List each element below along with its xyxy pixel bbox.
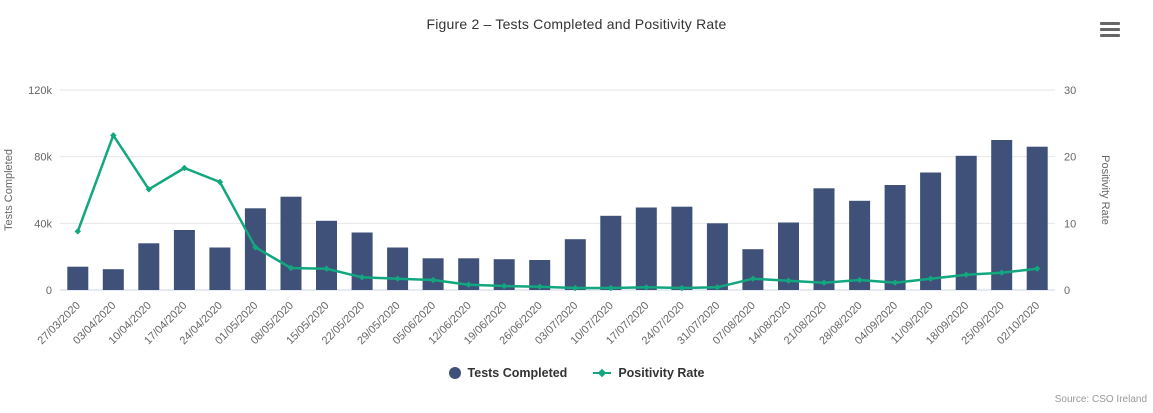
tests-completed-legend-marker-icon xyxy=(448,367,461,379)
bar-24/07/2020[interactable] xyxy=(671,206,693,290)
legend: Tests Completed Positivity Rate xyxy=(0,366,1153,380)
line-point-08/05/2020[interactable] xyxy=(287,264,295,272)
bar-12/06/2020[interactable] xyxy=(458,258,480,290)
legend-label-tests-completed: Tests Completed xyxy=(467,366,568,380)
y-right-tick-label: 30 xyxy=(1064,85,1076,97)
line-point-01/05/2020[interactable] xyxy=(252,244,259,251)
line-point-24/07/2020[interactable] xyxy=(678,284,686,292)
bar-22/05/2020[interactable] xyxy=(351,232,373,291)
line-point-26/06/2020[interactable] xyxy=(536,283,543,290)
line-point-03/07/2020[interactable] xyxy=(572,284,579,292)
bar-02/10/2020[interactable] xyxy=(1026,146,1048,290)
line-point-15/05/2020[interactable] xyxy=(323,265,330,272)
chart-title: Figure 2 – Tests Completed and Positivit… xyxy=(426,16,727,32)
line-point-14/08/2020[interactable] xyxy=(785,277,792,284)
bar-18/09/2020[interactable] xyxy=(955,155,977,290)
bar-26/06/2020[interactable] xyxy=(529,260,551,290)
bar-19/06/2020[interactable] xyxy=(493,259,515,290)
bar-04/09/2020[interactable] xyxy=(884,185,906,290)
line-point-04/09/2020[interactable] xyxy=(891,279,899,286)
bar-03/07/2020[interactable] xyxy=(564,239,586,290)
line-point-18/09/2020[interactable] xyxy=(962,271,970,278)
bar-11/09/2020[interactable] xyxy=(920,172,942,291)
bar-21/08/2020[interactable] xyxy=(813,188,835,290)
y-right-tick-label: 20 xyxy=(1064,152,1076,164)
bar-10/04/2020[interactable] xyxy=(138,243,160,290)
bar-03/04/2020[interactable] xyxy=(102,269,124,290)
bar-25/09/2020[interactable] xyxy=(991,140,1013,290)
line-point-12/06/2020[interactable] xyxy=(465,281,472,288)
legend-item-tests-completed[interactable]: Tests Completed xyxy=(448,366,568,380)
y-left-tick-label: 40k xyxy=(34,218,52,230)
bar-27/03/2020[interactable] xyxy=(67,266,89,290)
bar-28/08/2020[interactable] xyxy=(849,200,871,290)
line-point-03/04/2020[interactable] xyxy=(110,132,117,139)
bar-29/05/2020[interactable] xyxy=(387,247,409,291)
hamburger-menu-icon xyxy=(1100,28,1120,31)
positivity-rate-line xyxy=(76,134,1039,290)
line-point-17/04/2020[interactable] xyxy=(181,164,188,172)
bar-08/05/2020[interactable] xyxy=(280,196,302,290)
bar-17/07/2020[interactable] xyxy=(635,207,657,291)
positivity-rate-legend-marker-icon xyxy=(593,368,612,378)
line-point-10/07/2020[interactable] xyxy=(607,284,615,292)
y-left-tick-label: 120k xyxy=(28,85,52,97)
line-point-02/10/2020[interactable] xyxy=(1034,265,1041,272)
line-point-11/09/2020[interactable] xyxy=(927,275,934,282)
line-point-17/07/2020[interactable] xyxy=(643,284,650,291)
line-point-27/03/2020[interactable] xyxy=(74,228,81,235)
line-point-07/08/2020[interactable] xyxy=(749,275,757,282)
line-point-21/08/2020[interactable] xyxy=(820,279,828,286)
bar-17/04/2020[interactable] xyxy=(173,230,195,290)
hamburger-menu-icon xyxy=(1100,34,1120,37)
bar-24/04/2020[interactable] xyxy=(209,247,231,291)
y-left-tick-label: 0 xyxy=(46,285,52,297)
line-point-25/09/2020[interactable] xyxy=(998,269,1005,276)
line-point-10/04/2020[interactable] xyxy=(145,186,153,193)
line-point-28/08/2020[interactable] xyxy=(856,276,863,284)
bar-14/08/2020[interactable] xyxy=(778,222,799,291)
legend-label-positivity-rate: Positivity Rate xyxy=(618,366,705,380)
hamburger-menu-icon xyxy=(1100,22,1120,25)
line-point-22/05/2020[interactable] xyxy=(358,274,366,281)
y-right-axis-title: Positivity Rate xyxy=(1099,155,1111,225)
line-point-05/06/2020[interactable] xyxy=(429,276,437,284)
bar-31/07/2020[interactable] xyxy=(706,223,728,290)
bar-15/05/2020[interactable] xyxy=(316,220,337,290)
y-right-tick-label: 10 xyxy=(1064,218,1076,230)
diamond-marker-icon xyxy=(598,368,607,378)
line-point-19/06/2020[interactable] xyxy=(500,282,508,290)
chart-context-menu-button[interactable] xyxy=(1100,22,1120,37)
bar-05/06/2020[interactable] xyxy=(422,258,444,290)
y-left-axis-title: Tests Completed xyxy=(3,149,15,231)
source-credit: Source: CSO Ireland xyxy=(1054,394,1147,405)
bar-07/08/2020[interactable] xyxy=(742,249,764,290)
legend-item-positivity-rate[interactable]: Positivity Rate xyxy=(593,366,704,380)
line-point-31/07/2020[interactable] xyxy=(714,284,721,291)
line-point-29/05/2020[interactable] xyxy=(394,275,401,282)
y-left-tick-label: 80k xyxy=(34,152,52,164)
y-right-tick-label: 0 xyxy=(1064,285,1070,297)
bar-10/07/2020[interactable] xyxy=(600,215,622,290)
chart-plot-area: 040k80k120k010203027/03/202003/04/202010… xyxy=(3,85,1111,347)
